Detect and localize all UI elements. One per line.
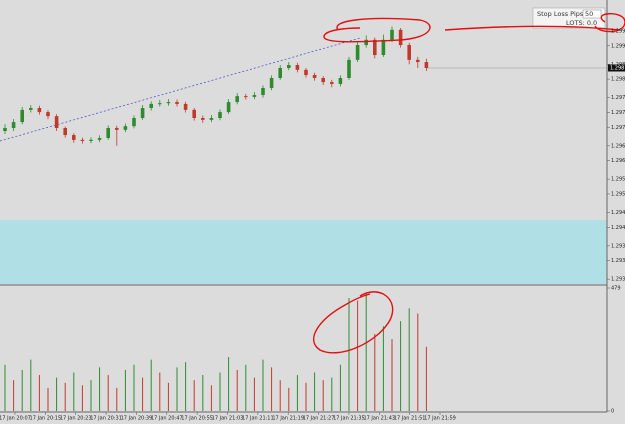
stop-loss-label: Stop Loss Pips:	[537, 10, 585, 18]
candle-body	[158, 103, 162, 105]
y-tick-label: 1.2939	[611, 243, 625, 249]
candle-body	[192, 109, 196, 119]
annotation-line	[444, 25, 621, 31]
candle-body	[278, 67, 282, 78]
candle-body	[407, 45, 411, 60]
candle-body	[201, 118, 205, 120]
candle-body	[269, 77, 274, 88]
candle-body	[46, 112, 50, 117]
x-tick-label: 17 Jan 21:27	[303, 416, 335, 422]
candle-body	[252, 95, 257, 97]
x-tick-label: 17 Jan 21:11	[242, 416, 274, 422]
candle-body	[261, 87, 265, 96]
candle-body	[89, 139, 93, 141]
x-tick-label: 17 Jan 20:47	[151, 416, 183, 422]
y-tick-label: 1.2962	[611, 158, 625, 164]
y-tick-label: 1.2993	[611, 43, 625, 49]
candle-body	[29, 108, 33, 110]
candle-body	[347, 59, 351, 78]
candle-body	[209, 118, 214, 120]
y-tick-label: 479	[611, 286, 621, 292]
x-tick-label: 17 Jan 21:03	[212, 416, 244, 422]
candle-body	[244, 96, 248, 98]
stop-loss-value[interactable]: 50	[585, 10, 593, 18]
candle-body	[295, 65, 300, 70]
candle-body	[321, 77, 325, 83]
candle-body	[106, 128, 110, 139]
candle-body	[355, 45, 360, 60]
y-tick-label: 1.2935	[611, 258, 625, 264]
order-panel: Stop Loss Pips: 50 LOTS: 0.0	[532, 7, 606, 29]
candle-body	[287, 65, 291, 68]
candle-body	[338, 77, 343, 84]
candle-body	[312, 75, 317, 78]
candle-body	[11, 122, 16, 129]
candle-body	[398, 29, 403, 46]
candle-body	[123, 126, 128, 130]
x-tick-label: 17 Jan 20:15	[30, 416, 62, 422]
candle-body	[37, 108, 42, 113]
y-tick-label: 1.2966	[611, 143, 625, 149]
candle-body	[304, 69, 308, 76]
x-tick-label: 17 Jan 21:43	[363, 416, 395, 422]
y-tick-label: 1.2948	[611, 210, 625, 216]
x-tick-label: 17 Jan 20:39	[121, 416, 153, 422]
candle-body	[235, 96, 239, 103]
y-tick-label: 1.2944	[611, 225, 625, 231]
y-tick-label: 1.2953	[611, 191, 625, 197]
candle-body	[132, 118, 136, 127]
candle-body	[183, 103, 188, 110]
y-tick-label: 1.2979	[611, 95, 625, 101]
candle-body	[115, 128, 119, 130]
candle-body	[80, 139, 85, 141]
candle-body	[218, 112, 222, 119]
candle-body	[54, 116, 59, 129]
x-tick-label: 17 Jan 20:23	[60, 416, 92, 422]
x-tick-label: 17 Jan 21:51	[394, 416, 426, 422]
candle-body	[373, 39, 377, 56]
annotation-ellipse	[323, 17, 431, 43]
x-tick-label: 17 Jan 21:35	[333, 416, 365, 422]
candle-body	[330, 82, 334, 84]
candle-body	[424, 62, 429, 68]
candle-body	[72, 135, 76, 140]
candle-body	[381, 39, 386, 56]
candle-body	[149, 103, 153, 109]
candle-body	[175, 102, 179, 104]
y-tick-label: 0	[611, 409, 614, 415]
candle-body	[97, 138, 102, 140]
candle-body	[20, 109, 24, 123]
plot-background	[0, 0, 607, 412]
annotation-ellipse	[313, 291, 394, 354]
y-tick-label: 1.2997	[611, 28, 625, 34]
trend-line	[0, 37, 361, 142]
candle-body	[140, 108, 145, 119]
y-tick-label: 1.2975	[611, 110, 625, 116]
current-price-tag	[608, 64, 625, 72]
candle-body	[63, 128, 67, 136]
candle-body	[3, 128, 7, 131]
x-tick-label: 17 Jan 21:59	[424, 416, 456, 422]
lots-label: LOTS: 0.0	[566, 19, 597, 27]
x-tick-label: 17 Jan 20:07	[0, 416, 31, 422]
candle-body	[166, 102, 171, 104]
y-tick-label: 1.293	[611, 277, 625, 283]
x-tick-label: 17 Jan 20:55	[181, 416, 213, 422]
stop-loss-input[interactable]	[582, 9, 602, 19]
hand-annotations	[313, 13, 625, 354]
x-tick-label: 17 Jan 21:19	[272, 416, 304, 422]
candle-body	[390, 29, 394, 40]
y-tick-label: 1.2957	[611, 177, 625, 183]
candle-body	[364, 39, 368, 46]
zone	[0, 219, 607, 284]
current-price-label: 1.2987	[610, 65, 625, 71]
candle-body	[416, 59, 420, 63]
x-tick-label: 17 Jan 20:31	[90, 416, 122, 422]
candle-body	[226, 102, 231, 113]
y-tick-label: 1.2984	[611, 77, 625, 83]
